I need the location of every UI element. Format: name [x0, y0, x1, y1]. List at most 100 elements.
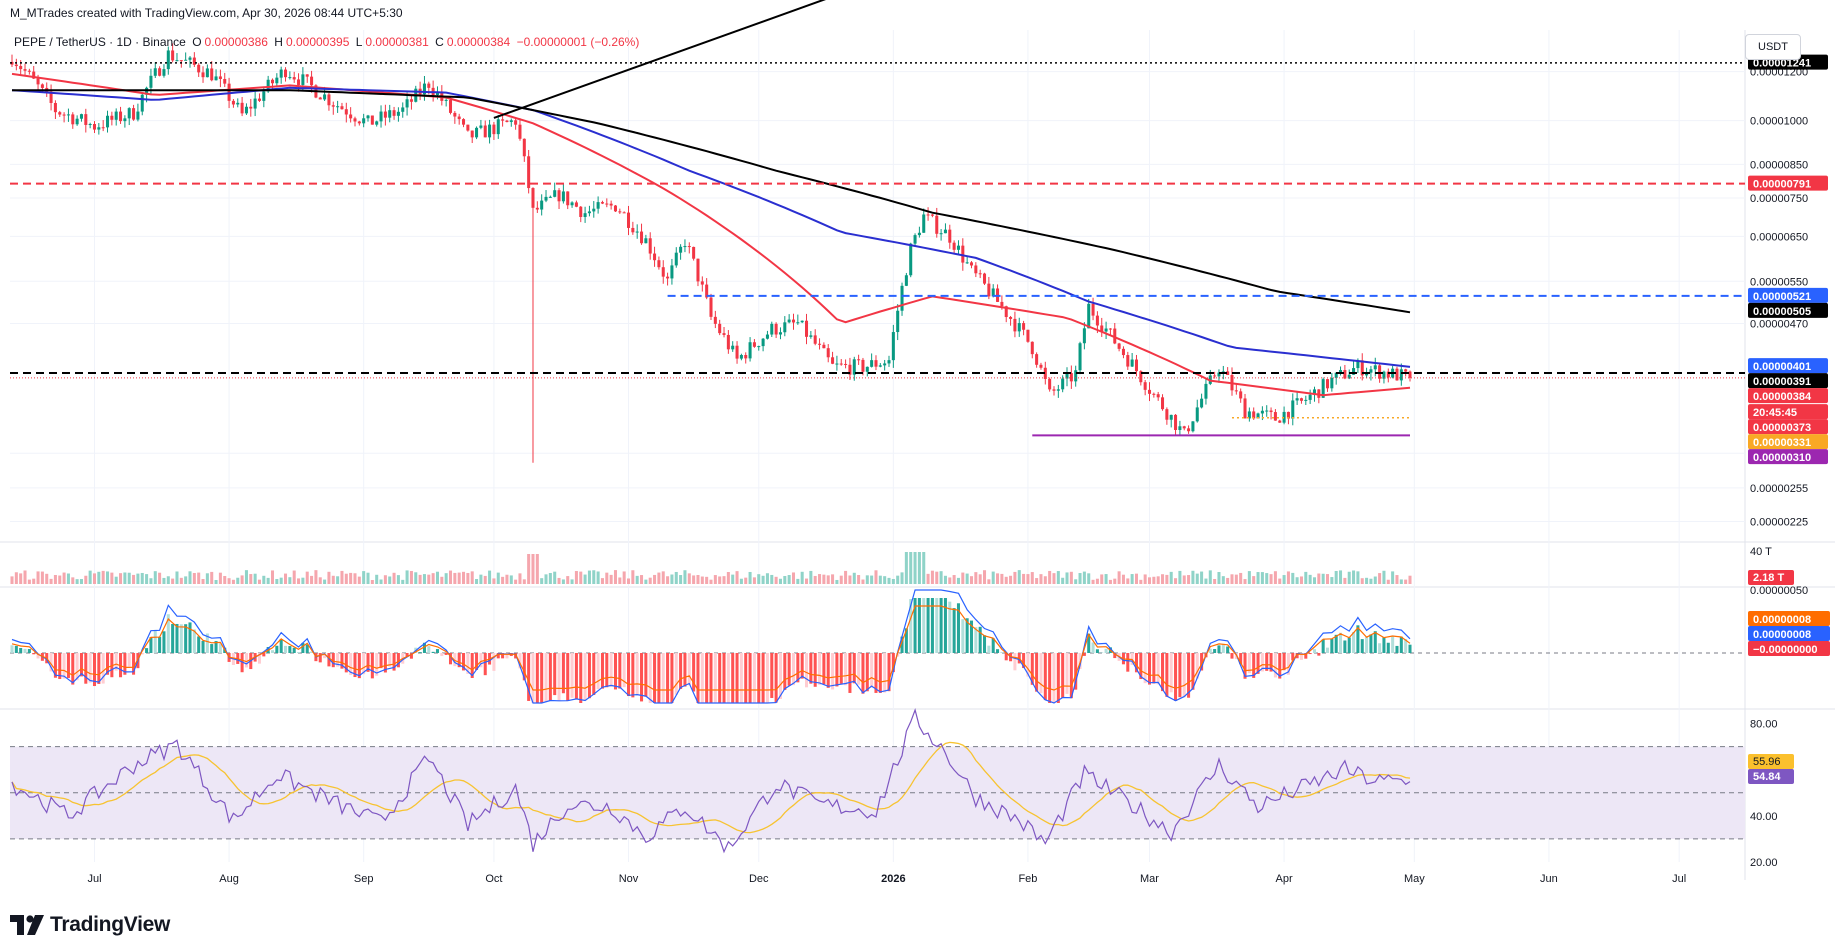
candle-body	[49, 91, 53, 103]
macd-histogram-bar	[974, 627, 978, 653]
macd-histogram-bar	[383, 653, 387, 673]
macd-histogram-bar	[149, 637, 153, 653]
candle-body	[318, 97, 322, 100]
macd-histogram-bar	[197, 636, 201, 653]
candle-body	[97, 127, 101, 130]
volume-bar	[370, 579, 374, 584]
macd-histogram-bar	[396, 653, 400, 668]
macd-histogram-bar	[1095, 649, 1099, 653]
volume-bar	[1378, 573, 1382, 584]
volume-bar	[948, 577, 952, 584]
candle-body	[340, 106, 344, 110]
volume-bar	[1352, 570, 1356, 584]
macd-histogram-bar	[75, 653, 79, 681]
volume-bar	[904, 552, 908, 584]
volume-bar	[1117, 571, 1121, 584]
macd-histogram-bar	[1395, 645, 1399, 653]
volume-bar	[223, 575, 227, 584]
candle-body	[535, 207, 539, 210]
volume-bar	[45, 573, 49, 584]
macd-histogram-bar	[1325, 647, 1330, 653]
macd-histogram-bar	[218, 643, 222, 653]
candle-body	[66, 114, 70, 116]
macd-histogram-bar	[692, 653, 696, 692]
macd-histogram-bar	[1035, 653, 1039, 692]
macd-histogram-bar	[996, 649, 1000, 653]
rsi-axis-tick-label: 20.00	[1750, 857, 1778, 869]
macd-histogram-bar	[570, 653, 574, 698]
rsi-tag-bg	[1748, 769, 1794, 784]
volume-bar	[622, 571, 626, 584]
macd-histogram-bar	[522, 653, 526, 681]
volume-bar	[692, 575, 696, 584]
candle-body	[922, 214, 926, 233]
macd-histogram-bar	[53, 653, 57, 678]
macd-histogram-bar	[1104, 648, 1108, 653]
volume-bar	[501, 576, 505, 584]
candle-body	[891, 332, 895, 361]
volume-bar	[1299, 576, 1303, 584]
macd-histogram-bar	[696, 653, 700, 703]
volume-bar	[1000, 573, 1004, 584]
volume-bar	[718, 576, 722, 584]
volume-bar	[722, 576, 726, 584]
macd-histogram-bar	[1360, 639, 1364, 653]
candle-body	[1056, 389, 1060, 391]
macd-histogram-bar	[1382, 637, 1386, 653]
macd-histogram-bar	[1365, 637, 1369, 653]
macd-histogram-bar	[431, 651, 435, 653]
candle-body	[223, 78, 227, 84]
volume-bar	[553, 571, 557, 584]
volume-bar	[1382, 570, 1386, 584]
candle-body	[1356, 360, 1360, 369]
volume-bar	[340, 570, 344, 584]
candle-body	[618, 211, 622, 213]
candle-body	[509, 120, 513, 123]
macd-histogram-bar	[84, 653, 88, 684]
volume-bar	[1104, 574, 1108, 584]
candle-body	[1352, 368, 1356, 375]
candle-body	[613, 205, 617, 212]
candle-body	[1295, 398, 1299, 401]
macd-histogram-bar	[744, 653, 748, 703]
volume-bar	[175, 571, 179, 584]
candle-body	[136, 111, 140, 120]
volume-bar	[58, 575, 62, 584]
candle-body	[722, 333, 726, 335]
symbol-title[interactable]: PEPE / TetherUS · 1D · Binance	[14, 35, 186, 49]
volume-bar	[783, 575, 787, 584]
candle-body	[974, 265, 978, 274]
price-axis-tick-label: 0.00000850	[1750, 159, 1808, 171]
volume-bar	[509, 575, 513, 584]
currency-selector[interactable]: USDT	[1745, 34, 1801, 60]
volume-bar	[1369, 578, 1373, 584]
macd-histogram-bar	[470, 653, 474, 678]
volume-bar	[496, 572, 500, 584]
candle-body	[514, 120, 518, 125]
volume-bar	[310, 575, 314, 584]
macd-histogram-bar	[305, 644, 309, 653]
volume-bar	[1365, 577, 1369, 584]
candle-body	[1360, 360, 1364, 376]
candle-body	[813, 335, 817, 344]
macd-histogram-bar	[1182, 653, 1186, 698]
candle-body	[1256, 413, 1260, 419]
candle-body	[305, 74, 309, 77]
tradingview-logo[interactable]: TradingView	[10, 913, 170, 937]
candles-group	[10, 43, 1412, 463]
volume-bar	[1399, 579, 1403, 584]
candle-body	[379, 111, 383, 122]
rsi-line	[11, 708, 1411, 854]
candle-body	[205, 68, 209, 78]
macd-histogram-bar	[735, 653, 739, 703]
moving-average-line	[11, 72, 1411, 397]
macd-histogram-bar	[1282, 653, 1286, 671]
volume-bar	[318, 577, 322, 584]
macd-histogram-bar	[904, 628, 908, 653]
price-tag-label: 20:45:45	[1753, 407, 1797, 419]
candle-body	[171, 50, 175, 61]
candle-body	[1017, 323, 1021, 332]
candle-body	[1147, 389, 1152, 394]
volume-bar	[731, 574, 735, 584]
